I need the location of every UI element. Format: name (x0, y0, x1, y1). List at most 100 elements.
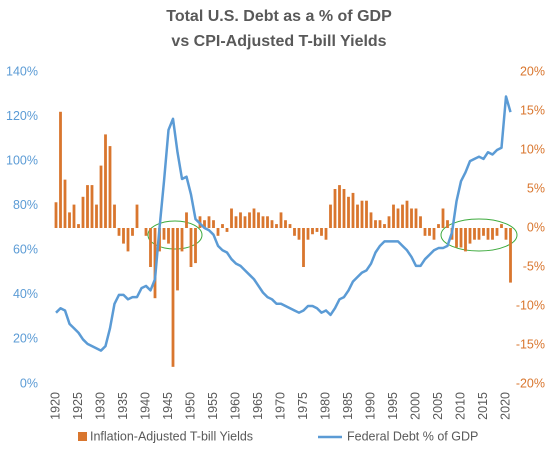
bar (221, 224, 224, 228)
bar (194, 228, 197, 264)
bar (315, 228, 319, 232)
bar (203, 220, 206, 228)
bar (122, 228, 125, 244)
bar (504, 228, 508, 240)
bar (423, 228, 427, 236)
bar (464, 228, 467, 252)
legend-label: Federal Debt % of GDP (347, 429, 478, 443)
x-tick-label: 1920 (48, 392, 62, 420)
bar (72, 204, 76, 228)
bar (185, 212, 188, 228)
bar (180, 228, 184, 252)
bar (68, 212, 71, 228)
bar (482, 228, 485, 236)
x-tick-label: 1980 (318, 392, 332, 420)
bar (459, 228, 463, 248)
bar (144, 228, 148, 236)
x-tick-label: 2020 (498, 392, 512, 420)
bar (86, 185, 89, 228)
bar (329, 204, 332, 228)
bar (113, 204, 116, 228)
bar (288, 224, 292, 228)
y2-tick-label: -10% (516, 298, 545, 312)
bar (383, 224, 386, 228)
bar (347, 196, 350, 228)
x-tick-label: 1930 (93, 392, 107, 420)
bar (77, 224, 80, 228)
x-tick-label: 1935 (116, 392, 130, 420)
bar (360, 200, 364, 228)
x-tick-label: 1925 (71, 392, 85, 420)
bar (126, 228, 130, 252)
bar (108, 146, 112, 228)
bar (333, 189, 337, 228)
bar (414, 208, 418, 228)
bar (176, 228, 179, 291)
bar (81, 196, 85, 228)
bar (293, 228, 296, 236)
bar (320, 228, 323, 236)
bar (401, 204, 404, 228)
bar (216, 228, 220, 236)
highlight-ellipse (147, 220, 203, 250)
bar (477, 228, 481, 240)
bar (486, 228, 490, 240)
bar (306, 228, 310, 240)
bar (374, 220, 377, 228)
bar (392, 204, 395, 228)
x-tick-label: 2010 (453, 392, 467, 420)
y-tick-label: 100% (6, 153, 38, 167)
bar (234, 216, 238, 228)
bar (473, 228, 476, 240)
chart-subtitle: vs CPI-Adjusted T-bill Yields (171, 33, 386, 50)
bar (149, 228, 152, 267)
y2-tick-label: -15% (516, 337, 545, 351)
line (55, 95, 512, 352)
bar (365, 200, 368, 228)
x-tick-label: 1985 (341, 392, 355, 420)
x-tick-label: 1960 (228, 392, 242, 420)
bar (509, 228, 512, 283)
bar (302, 228, 305, 267)
bar (455, 228, 458, 248)
bar (356, 204, 359, 228)
bar (297, 228, 301, 240)
x-tick-label: 1940 (138, 392, 152, 420)
x-tick-label: 1950 (183, 392, 197, 420)
bar (167, 228, 170, 244)
x-tick-label: 2005 (431, 392, 445, 420)
bar (153, 228, 157, 299)
bar (171, 228, 175, 367)
x-tick-label: 1975 (296, 392, 310, 420)
y-tick-label: 20% (13, 332, 38, 346)
bar (432, 228, 436, 240)
bar (396, 208, 400, 228)
y2-tick-label: 0% (527, 220, 545, 234)
bar (419, 216, 422, 228)
x-tick-label: 1970 (273, 392, 287, 420)
bar (342, 189, 346, 228)
x-tick-label: 2015 (476, 392, 490, 420)
bar (495, 228, 499, 236)
bar (104, 134, 107, 228)
bar (225, 228, 229, 232)
bar (275, 224, 278, 228)
x-tick-label: 1955 (206, 392, 220, 420)
bar (54, 202, 58, 228)
bar (212, 220, 215, 228)
bar (95, 204, 98, 228)
bar (410, 208, 413, 228)
bar (207, 216, 211, 228)
y-tick-label: 80% (13, 198, 38, 212)
bar (351, 192, 355, 228)
bar (437, 224, 440, 228)
bar (491, 228, 494, 240)
bar (230, 208, 233, 228)
bar (248, 212, 251, 228)
bar (324, 228, 328, 240)
chart-title: Total U.S. Debt as a % of GDP (166, 8, 392, 25)
bar (405, 200, 409, 228)
bar (369, 212, 373, 228)
y2-tick-label: 10% (520, 142, 545, 156)
